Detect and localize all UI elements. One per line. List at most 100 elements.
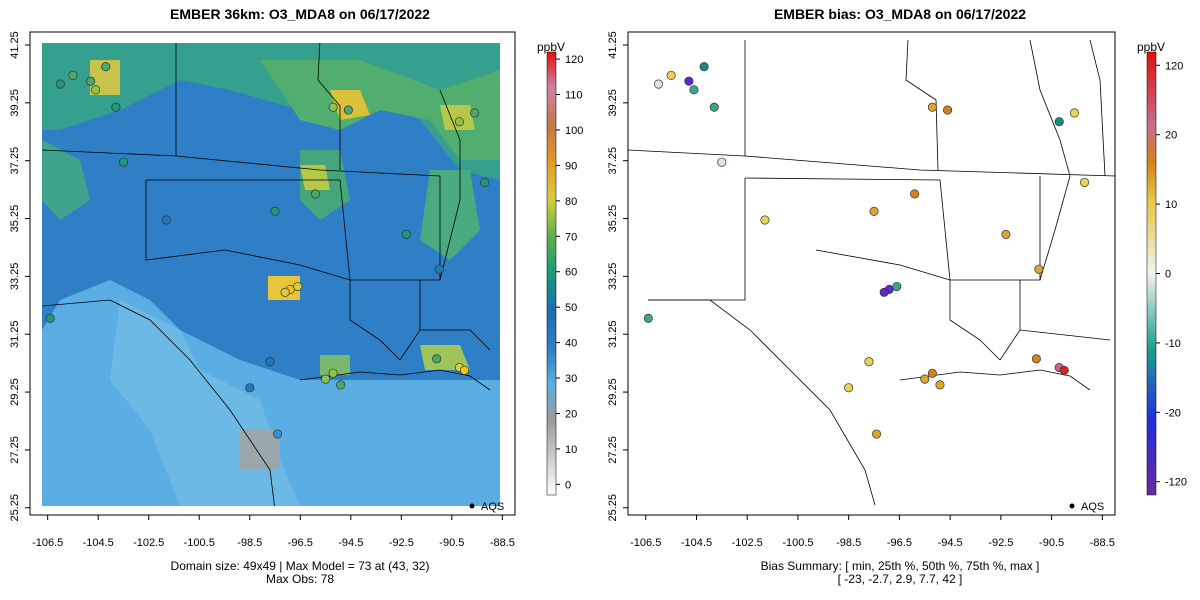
obs-site-marker (401, 229, 411, 240)
obs-site-marker (432, 354, 442, 364)
obs-site-marker (709, 102, 719, 112)
obs-site-marker (273, 429, 283, 439)
bias-panel: EMBER bias: O3_MDA8 on 06/17/2022 -106.5… (600, 0, 1200, 600)
obs-site-marker (91, 85, 101, 95)
obs-site-marker (1080, 177, 1090, 187)
obs-site-marker (666, 70, 676, 80)
obs-site-marker (935, 380, 945, 390)
aqs-dot-icon (1069, 503, 1075, 509)
model-colorbar-unit: ppbV (537, 40, 566, 54)
colorbar-tick-label: 100 (565, 125, 583, 137)
colorbar-tick-label: 40 (565, 338, 577, 350)
y-tick-label: 25.25 (9, 494, 21, 522)
obs-site-marker (270, 206, 280, 216)
model-footer-line1: Domain size: 49x49 | Max Model = 73 at (… (170, 559, 430, 573)
x-tick-label: -104.5 (83, 537, 114, 549)
aqs-dot-icon (469, 503, 475, 509)
obs-site-marker (872, 429, 882, 439)
colorbar-tick-label: -10 (1165, 338, 1181, 350)
bias-map: -106.5 -104.5 -102.5 -100.5 -98.5 -96.5 -94.5 -… (607, 31, 1187, 549)
obs-site-marker (844, 383, 854, 393)
x-tick-label: -96.5 (887, 537, 912, 549)
obs-site-marker (1069, 108, 1079, 118)
y-tick-label: 27.25 (9, 436, 21, 464)
colorbar-tick-label: 120 (565, 54, 583, 66)
obs-site-marker (118, 157, 129, 167)
bias-footer-line1: Bias Summary: [ min, 25th %, 50th %, 75t… (760, 559, 1040, 573)
bias-footer-line2: [ -23, -2.7, 2.9, 7.7, 42 ] (837, 572, 963, 586)
x-tick-label: -100.5 (782, 537, 813, 549)
colorbar-tick-label: 50 (565, 302, 577, 314)
y-tick-label: 39.25 (9, 89, 21, 117)
bias-frame (627, 31, 1116, 516)
obs-site-marker (293, 281, 303, 292)
x-tick-label: -104.5 (681, 537, 712, 549)
obs-site-marker (879, 287, 889, 297)
model-colorbar: 0 10 20 30 40 50 60 70 80 90 100 110 120 (546, 51, 583, 496)
obs-site-marker (717, 157, 727, 167)
obs-site-marker (343, 105, 353, 115)
x-tick-label: -88.5 (1090, 537, 1115, 549)
model-footer-line2: Max Obs: 78 (265, 572, 335, 586)
obs-site-marker (328, 102, 338, 112)
obs-site-marker (920, 374, 930, 384)
obs-site-marker (434, 264, 444, 274)
bias-obs-sites (643, 62, 1090, 439)
y-tick-label: 39.25 (607, 89, 619, 117)
obs-site-marker (643, 313, 653, 323)
obs-site-marker (892, 281, 902, 292)
model-x-axis: -106.5 -104.5 -102.5 -100.5 -98.5 -96.5 -94.5 -… (30, 514, 515, 549)
obs-site-marker (689, 85, 699, 95)
colorbar-tick-label: 10 (565, 444, 577, 456)
y-tick-label: 33.25 (607, 263, 619, 291)
obs-site-marker (86, 76, 96, 86)
x-tick-label: -100.5 (184, 537, 215, 549)
obs-site-marker (336, 380, 346, 390)
x-tick-label: -88.5 (490, 537, 515, 549)
bias-state-borders (628, 39, 1115, 506)
obs-site-marker (927, 368, 937, 378)
bias-colorbar-unit: ppbV (1137, 40, 1166, 54)
y-tick-label: 27.25 (607, 436, 619, 464)
colorbar-tick-label: 0 (565, 479, 571, 491)
obs-site-marker (45, 313, 55, 323)
colorbar-tick-label: 20 (565, 408, 577, 420)
bias-legend-label: AQS (1081, 501, 1104, 513)
x-tick-label: -94.5 (938, 537, 963, 549)
obs-site-marker (454, 117, 464, 127)
obs-site-marker (760, 215, 770, 225)
model-legend: AQS (469, 501, 504, 513)
colorbar-tick-label: 20 (1165, 130, 1177, 142)
y-tick-label: 31.25 (9, 320, 21, 348)
bias-y-axis: 41.25 39.25 37.25 35.25 33.25 31.25 29.25 27.25… (607, 31, 629, 522)
obs-site-marker (470, 108, 480, 118)
model-map: -106.5 -104.5 -102.5 -100.5 -98.5 -96.5 -94.5 -… (9, 31, 583, 549)
y-tick-label: 37.25 (607, 147, 619, 175)
x-tick-label: -106.5 (32, 537, 63, 549)
obs-site-marker (653, 79, 663, 89)
model-y-axis: 41.25 39.25 37.25 35.25 33.25 31.25 29.25 27.25… (9, 31, 31, 522)
colorbar-tick-label: 120 (1165, 60, 1183, 72)
bias-panel-title: EMBER bias: O3_MDA8 on 06/17/2022 (773, 6, 1027, 22)
obs-site-marker (459, 365, 470, 375)
x-tick-label: -94.5 (338, 537, 363, 549)
model-obs-sites (45, 62, 490, 439)
colorbar-tick-label: 80 (565, 196, 577, 208)
obs-site-marker (55, 79, 65, 89)
obs-site-marker (161, 215, 171, 225)
obs-site-marker (1031, 354, 1041, 364)
obs-site-marker (1034, 264, 1044, 274)
model-legend-label: AQS (481, 501, 504, 513)
obs-site-marker (320, 374, 331, 384)
y-tick-label: 41.25 (607, 31, 619, 59)
x-tick-label: -98.5 (836, 537, 861, 549)
obs-site-marker (245, 383, 255, 393)
obs-site-marker (265, 357, 275, 367)
obs-site-marker (869, 206, 879, 216)
obs-site-marker (699, 62, 709, 72)
y-tick-label: 29.25 (9, 378, 21, 406)
obs-site-marker (910, 189, 920, 199)
model-state-borders (42, 43, 491, 506)
x-tick-label: -92.5 (389, 537, 414, 549)
y-tick-label: 41.25 (9, 31, 21, 59)
